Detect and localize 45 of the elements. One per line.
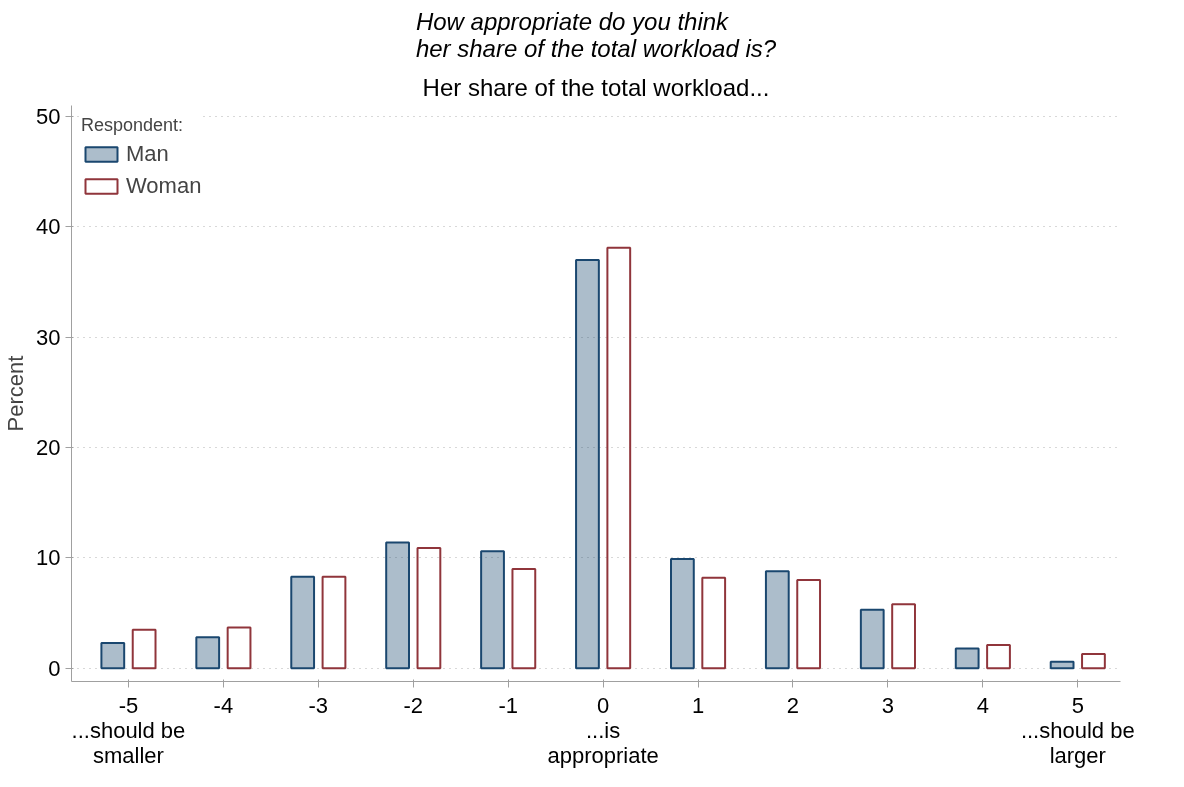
bar: [480, 550, 505, 670]
bar: [100, 641, 126, 670]
y-tick-label: 0: [48, 655, 61, 681]
bar: [1049, 660, 1075, 670]
x-tick-label: -1: [498, 692, 518, 718]
y-axis-title: Percent: [3, 355, 29, 432]
y-tick-label: 20: [36, 435, 61, 461]
bar: [986, 644, 1011, 670]
bar: [385, 541, 410, 670]
bar: [796, 578, 822, 670]
y-tick-label: 10: [36, 545, 61, 571]
bar: [511, 567, 537, 670]
bar: [195, 636, 221, 670]
x-tick-label: 5 ...should be larger: [1020, 692, 1135, 768]
x-tick-label: -2: [403, 692, 424, 718]
bar: [1081, 652, 1106, 670]
chart-title: How appropriate do you think her share of the total workload is?: [415, 7, 777, 62]
bar: [954, 647, 980, 670]
x-tick-label: 2: [786, 692, 800, 718]
bar: [321, 575, 347, 670]
legend-label: Woman: [126, 173, 202, 199]
x-tick-label: 4: [976, 692, 989, 718]
bar: [290, 575, 316, 670]
y-tick-label: 40: [36, 214, 61, 240]
y-tick-label: 30: [36, 324, 61, 350]
x-tick-label: 0 ...is appropriate: [547, 692, 659, 768]
bar: [575, 258, 600, 670]
bar: [859, 608, 885, 670]
x-tick-label: -3: [308, 692, 329, 718]
legend-title: Respondent:: [81, 115, 185, 136]
bar: [606, 246, 632, 670]
bar: [701, 576, 727, 670]
bar: [764, 570, 790, 670]
legend-label: Man: [126, 141, 169, 167]
x-tick-label: 1: [691, 692, 705, 718]
bar: [131, 628, 157, 670]
x-tick-label: 3: [881, 692, 895, 718]
x-tick-label: -4: [213, 692, 234, 718]
bar: [226, 626, 252, 670]
chart-subtitle: Her share of the total workload...: [422, 73, 770, 101]
x-tick-label: -5 ...should be smaller: [71, 692, 186, 768]
y-tick-label: 50: [36, 104, 61, 130]
bar: [670, 558, 695, 670]
bar: [416, 546, 442, 670]
bar: [891, 603, 916, 670]
